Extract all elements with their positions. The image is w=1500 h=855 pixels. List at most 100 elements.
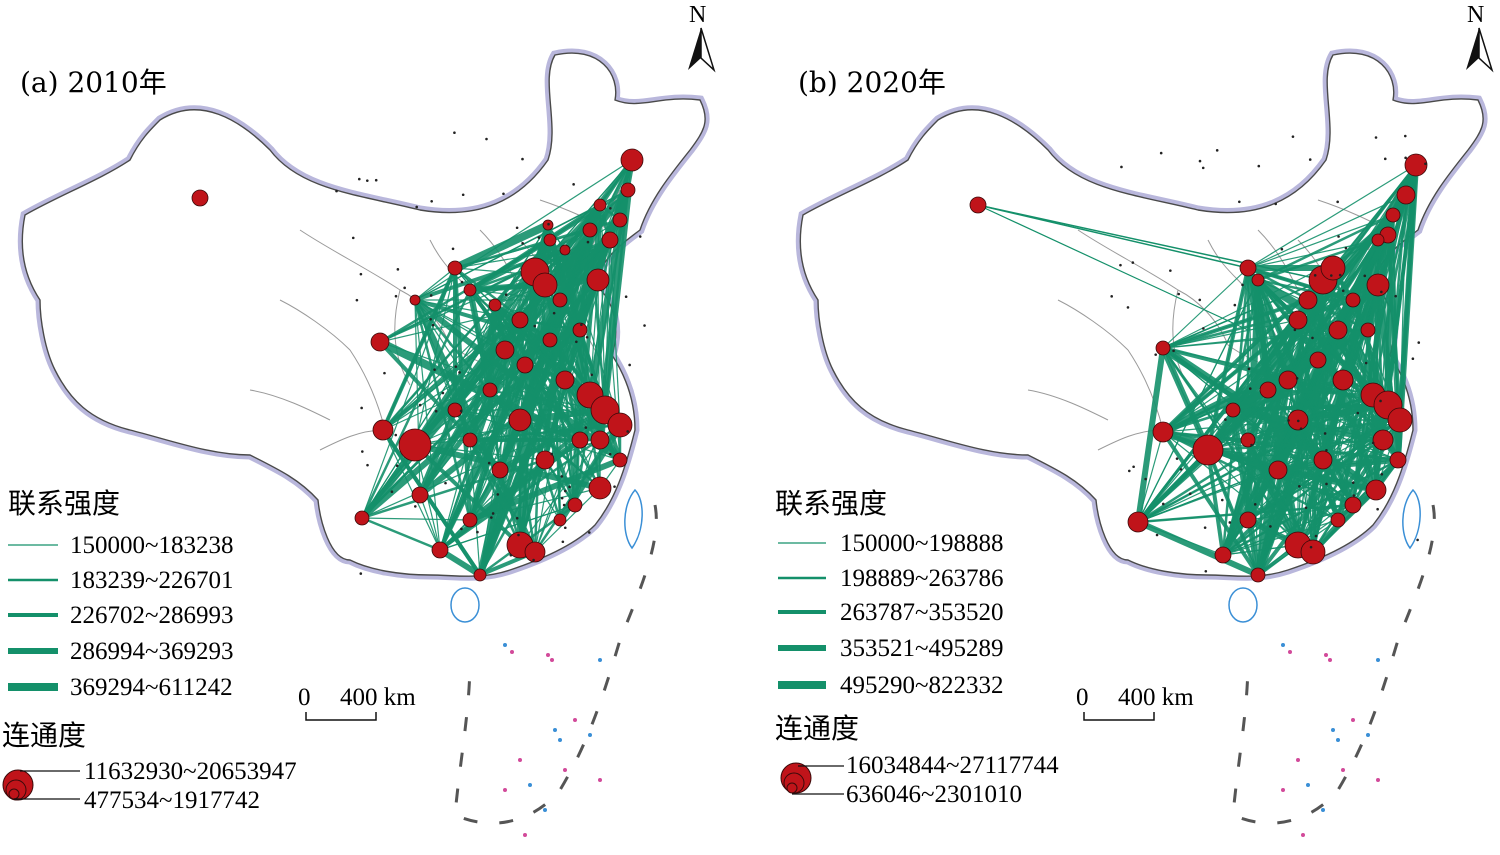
small-city-dot	[515, 516, 519, 520]
scale-bar-b: 0 400 km	[1076, 684, 1194, 721]
link-line	[1267, 164, 1417, 391]
small-city-dot	[1338, 273, 1342, 277]
city-node	[1152, 421, 1174, 443]
small-city-dot	[1314, 534, 1318, 538]
small-city-dot	[608, 452, 612, 456]
small-city-dot	[532, 558, 535, 562]
city-node	[1385, 207, 1401, 223]
city-node	[495, 340, 515, 360]
legend-strength-a: 150000~183238 183239~226701 226702~28699…	[8, 532, 234, 701]
small-city-dot	[335, 189, 338, 193]
city-node	[488, 298, 502, 312]
link-line	[381, 428, 482, 577]
city-node	[409, 294, 421, 306]
city-node	[1309, 351, 1327, 369]
small-city-dot	[552, 311, 556, 315]
city-node	[1389, 451, 1407, 469]
city-node	[572, 322, 588, 338]
city-node	[524, 541, 546, 563]
link-line	[1322, 239, 1379, 461]
link-line	[1222, 504, 1354, 556]
small-city-dot	[1309, 545, 1313, 549]
small-city-dot	[453, 131, 456, 135]
small-city-dot	[454, 365, 458, 368]
small-city-dot	[590, 373, 593, 377]
scale-bar-a: 0 400 km	[298, 684, 416, 721]
link-line	[479, 204, 601, 576]
small-city-dot	[1376, 507, 1379, 511]
small-city-dot	[433, 368, 436, 371]
link-line	[1207, 359, 1319, 451]
city-node	[1192, 434, 1224, 466]
city-node	[1214, 546, 1232, 564]
connectivity-max-a: 11632930~20653947	[84, 758, 297, 785]
link-line	[1137, 449, 1209, 523]
small-city-dot	[1323, 432, 1327, 435]
link-line	[1206, 449, 1260, 576]
city-node	[571, 431, 589, 449]
link-line	[518, 279, 600, 421]
small-city-dot	[1313, 274, 1317, 277]
link-line	[589, 239, 611, 396]
small-city-dot	[355, 298, 359, 302]
small-city-dot	[562, 503, 566, 507]
small-city-dot	[359, 572, 363, 575]
city-node	[462, 432, 478, 448]
link-line	[1160, 346, 1211, 452]
small-city-dot	[491, 512, 495, 515]
legend-a-class-1: 150000~183238	[70, 532, 234, 559]
small-city-dot	[1371, 441, 1375, 445]
city-node	[593, 198, 607, 212]
city-node	[601, 231, 619, 249]
city-node	[1259, 381, 1277, 399]
small-city-dot	[360, 406, 363, 410]
city-node	[620, 182, 636, 198]
small-city-dot	[429, 317, 432, 321]
legend-b-class-4: 353521~495289	[840, 635, 1004, 662]
link-line	[1137, 164, 1417, 523]
link-line	[1247, 393, 1374, 442]
city-node	[1365, 479, 1387, 501]
link-line	[588, 229, 607, 411]
small-city-dot	[1198, 159, 1202, 163]
city-node	[559, 244, 571, 256]
city-node	[1268, 460, 1288, 480]
city-node	[1300, 539, 1326, 565]
city-node	[1404, 153, 1428, 177]
link-line	[1247, 194, 1407, 269]
small-city-dot	[1220, 498, 1224, 502]
small-city-dot	[1383, 157, 1387, 161]
link-line	[1135, 347, 1166, 523]
link-line	[419, 494, 441, 551]
legend-connectivity-a: 11632930~20653947 477534~1917742	[2, 758, 297, 814]
city-node	[370, 332, 390, 352]
small-city-dot	[430, 199, 433, 203]
small-city-dot	[451, 247, 455, 251]
city-node	[473, 568, 487, 582]
small-city-dot	[1337, 235, 1340, 238]
legend-strength-title-a: 联系强度	[8, 487, 120, 520]
small-city-dot	[515, 226, 519, 230]
small-city-dot	[1416, 538, 1419, 542]
small-city-dot	[1203, 526, 1207, 529]
small-city-dot	[568, 485, 571, 489]
small-city-dot	[1177, 292, 1181, 296]
small-city-dot	[1424, 162, 1427, 166]
small-city-dot	[550, 452, 554, 456]
small-city-dot	[638, 235, 642, 238]
small-city-dot	[365, 179, 369, 182]
small-city-dot	[441, 391, 445, 395]
small-city-dot	[1228, 521, 1232, 524]
legend-strength-title-b: 联系强度	[775, 487, 887, 520]
small-city-dot	[1202, 327, 1205, 330]
small-city-dot	[1172, 349, 1175, 353]
small-city-dot	[1132, 465, 1135, 469]
small-city-dot	[1241, 283, 1244, 287]
hainan-island-b	[1228, 587, 1258, 623]
small-city-dot	[585, 336, 589, 339]
city-node	[1344, 496, 1362, 514]
link-line	[478, 419, 522, 576]
city-node	[1366, 273, 1390, 297]
small-city-dot	[496, 493, 500, 496]
